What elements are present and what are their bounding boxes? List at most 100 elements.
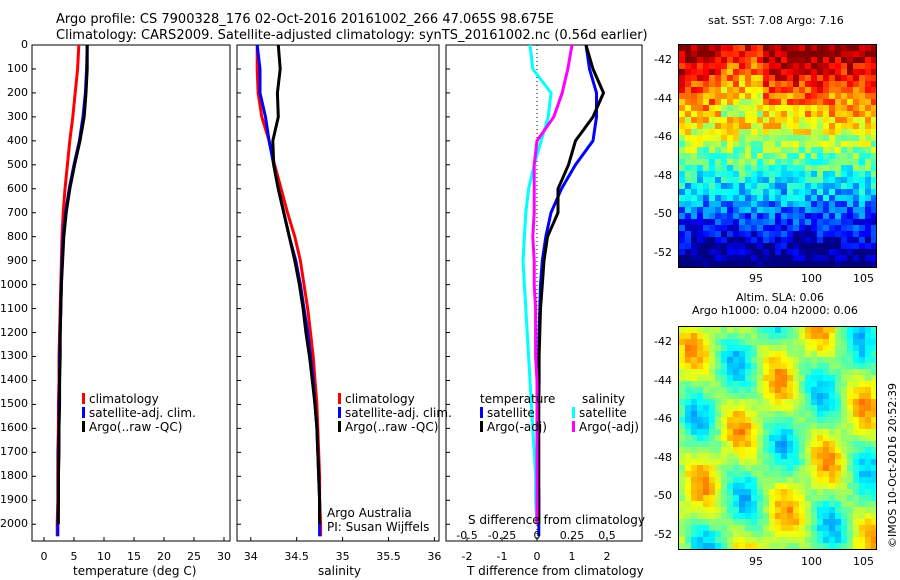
sst-cell (721, 189, 727, 195)
sst-cell (793, 87, 799, 93)
depth-tick-label: 1400 (0, 373, 28, 387)
sst-cell (685, 183, 691, 189)
sla-cell (799, 435, 805, 441)
sst-cell (751, 195, 757, 201)
sla-cell (829, 531, 835, 537)
sst-cell (691, 105, 697, 111)
sst-cell (727, 207, 733, 213)
sst-cell (685, 69, 691, 75)
sla-cell (739, 483, 745, 489)
sla-cell (685, 393, 691, 399)
sla-cell (733, 339, 739, 345)
sst-cell (703, 165, 709, 171)
sst-cell (679, 243, 685, 249)
sla-cell (805, 363, 811, 369)
sst-cell (697, 129, 703, 135)
sla-cell (817, 435, 823, 441)
sla-cell (775, 537, 781, 543)
sst-cell (685, 141, 691, 147)
sla-cell (739, 381, 745, 387)
sla-cell (733, 351, 739, 357)
sla-cell (733, 441, 739, 447)
sla-cell (781, 471, 787, 477)
sla-cell (769, 393, 775, 399)
sla-cell (757, 381, 763, 387)
sla-cell (721, 369, 727, 375)
sla-cell (793, 423, 799, 429)
sst-cell (859, 213, 865, 219)
sst-cell (757, 147, 763, 153)
sla-cell (859, 483, 865, 489)
sst-cell (697, 261, 703, 267)
sst-cell (751, 51, 757, 57)
sla-cell (685, 429, 691, 435)
sla-cell (853, 387, 859, 393)
sla-cell (703, 417, 709, 423)
sla-cell (775, 417, 781, 423)
sst-cell (691, 135, 697, 141)
sla-cell (703, 405, 709, 411)
sla-cell (751, 411, 757, 417)
sla-cell (697, 411, 703, 417)
sst-cell (709, 99, 715, 105)
sla-cell (727, 513, 733, 519)
sst-cell (823, 87, 829, 93)
sla-cell (733, 489, 739, 495)
sst-cell (697, 243, 703, 249)
sst-cell (817, 117, 823, 123)
sst-cell (763, 81, 769, 87)
sst-cell (763, 141, 769, 147)
sla-cell (691, 429, 697, 435)
sst-cell (745, 159, 751, 165)
sst-cell (715, 57, 721, 63)
sla-cell (745, 423, 751, 429)
sla-cell (859, 339, 865, 345)
sla-cell (871, 363, 876, 369)
sst-cell (835, 147, 841, 153)
sla-cell (847, 393, 853, 399)
depth-tick-label: 1200 (0, 325, 28, 339)
sst-cell (751, 69, 757, 75)
sst-cell (823, 249, 829, 255)
sla-cell (703, 363, 709, 369)
sla-cell (745, 513, 751, 519)
sla-cell (781, 465, 787, 471)
sst-cell (847, 183, 853, 189)
sst-cell (751, 123, 757, 129)
sst-cell (811, 207, 817, 213)
sst-cell (865, 177, 871, 183)
legend-item-argo: Argo(..raw -QC) (82, 420, 196, 434)
sst-cell (763, 105, 769, 111)
sst-cell (811, 159, 817, 165)
sla-cell (679, 405, 685, 411)
sst-cell (691, 81, 697, 87)
sst-cell (865, 249, 871, 255)
sla-cell (853, 333, 859, 339)
sst-cell (739, 213, 745, 219)
sla-cell (799, 381, 805, 387)
sla-cell (805, 381, 811, 387)
sla-cell (829, 447, 835, 453)
sla-cell (865, 351, 871, 357)
sst-cell (751, 171, 757, 177)
sst-cell (823, 195, 829, 201)
sst-cell (817, 219, 823, 225)
sla-cell (703, 411, 709, 417)
sst-cell (757, 93, 763, 99)
sla-cell (697, 447, 703, 453)
sst-cell (691, 147, 697, 153)
sla-cell (859, 405, 865, 411)
sst-cell (805, 117, 811, 123)
sst-cell (709, 81, 715, 87)
sst-cell (811, 105, 817, 111)
sla-cell (715, 447, 721, 453)
sst-cell (697, 123, 703, 129)
sst-cell (751, 177, 757, 183)
sst-cell (745, 183, 751, 189)
sst-cell (703, 93, 709, 99)
sst-cell (793, 183, 799, 189)
sla-cell (787, 459, 793, 465)
sla-cell (835, 429, 841, 435)
sst-cell (841, 111, 847, 117)
sst-cell (841, 195, 847, 201)
